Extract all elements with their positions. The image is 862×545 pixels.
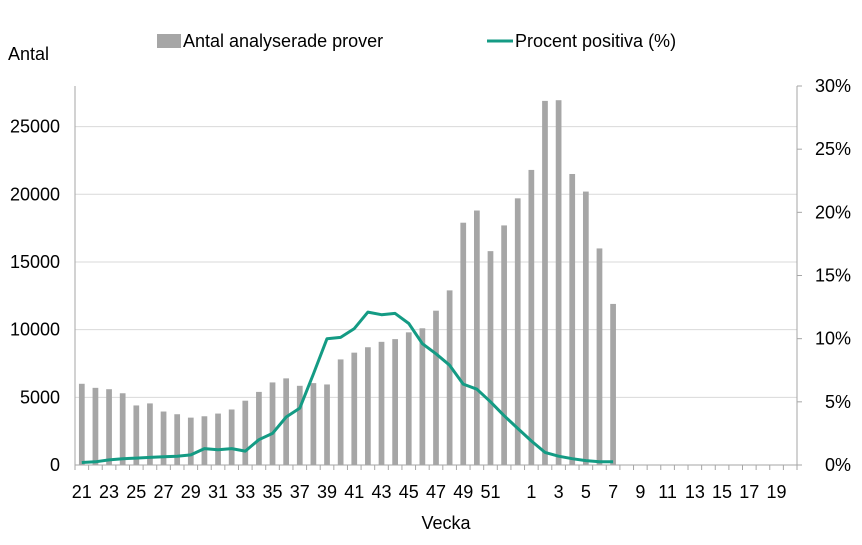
bar <box>147 403 153 465</box>
x-tick-label: 25 <box>126 482 146 502</box>
y-left-tick-label: 25000 <box>10 117 60 137</box>
y-left-tick-label: 20000 <box>10 184 60 204</box>
x-tick-label: 51 <box>480 482 500 502</box>
x-tick-label: 21 <box>72 482 92 502</box>
x-tick-label: 31 <box>208 482 228 502</box>
y-right-tick-label: 5% <box>825 392 851 412</box>
x-tick-label: 1 <box>526 482 536 502</box>
line-path <box>81 310 614 464</box>
bar <box>446 290 453 465</box>
legend-label-bars: Antal analyserade prover <box>183 31 383 51</box>
x-tick-label: 43 <box>371 482 391 502</box>
y-right-tick-label: 15% <box>815 266 851 286</box>
bar <box>378 341 385 465</box>
y-left-tick-label: 15000 <box>10 252 60 272</box>
bar <box>215 413 221 465</box>
bar <box>460 222 467 465</box>
x-tick-label: 13 <box>685 482 705 502</box>
y-left-tick-label: 5000 <box>20 387 60 407</box>
bar <box>582 191 589 466</box>
y-axis-left-ticks: 0 5000 10000 15000 20000 25000 <box>10 117 60 475</box>
x-tick-label: 7 <box>608 482 618 502</box>
bar <box>569 173 576 465</box>
y-right-tick-label: 20% <box>815 202 851 222</box>
gridlines <box>75 126 797 398</box>
bar <box>269 382 276 465</box>
x-tick-label: 49 <box>453 482 473 502</box>
bar <box>528 169 535 465</box>
bar <box>106 389 112 465</box>
bar <box>487 251 494 465</box>
x-tick-label: 47 <box>426 482 446 502</box>
y-right-tick-label: 10% <box>815 329 851 349</box>
x-tick-label: 23 <box>99 482 119 502</box>
bar <box>296 385 303 465</box>
y-axis-right-ticks: 0% 5% 10% 15% 20% 25% 30% <box>797 76 851 475</box>
bar <box>610 303 616 465</box>
x-tick-label: 15 <box>712 482 732 502</box>
bar <box>542 100 548 465</box>
bar <box>555 100 562 466</box>
y-right-tick-label: 30% <box>815 76 851 96</box>
bar <box>92 387 99 465</box>
bar <box>228 409 235 465</box>
bar <box>201 416 208 465</box>
y-left-tick-label: 10000 <box>10 320 60 340</box>
x-tick-label: 11 <box>658 482 677 502</box>
y-right-tick-label: 25% <box>815 139 851 159</box>
legend-label-line: Procent positiva (%) <box>515 31 676 51</box>
x-tick-label: 45 <box>399 482 419 502</box>
x-axis-label: Vecka <box>421 513 471 533</box>
bar <box>119 393 126 465</box>
bar <box>433 310 439 465</box>
x-tick-label: 35 <box>263 482 283 502</box>
line-series <box>81 310 614 464</box>
bar-series <box>78 100 616 466</box>
x-tick-label: 27 <box>154 482 174 502</box>
y-axis-left-label: Antal <box>8 44 49 64</box>
bar <box>514 198 521 465</box>
bar <box>310 383 317 465</box>
bar <box>256 391 262 465</box>
bar <box>337 359 344 465</box>
x-tick-label: 33 <box>235 482 255 502</box>
legend: Antal analyserade prover Procent positiv… <box>157 31 676 51</box>
x-tick-label: 19 <box>767 482 787 502</box>
x-axis-ticks: 21 23 25 27 29 31 33 35 37 39 41 43 45 47 49 51 1 3 5 7 9 11 1… <box>72 465 798 502</box>
bar <box>405 332 412 465</box>
bar <box>160 411 167 465</box>
bar <box>174 414 181 465</box>
x-tick-label: 9 <box>635 482 645 502</box>
bar <box>283 378 290 465</box>
bar <box>324 384 330 465</box>
bar <box>78 383 85 465</box>
bar <box>242 400 249 465</box>
bar <box>596 248 603 465</box>
x-tick-label: 29 <box>181 482 201 502</box>
y-right-tick-label: 0% <box>825 455 851 475</box>
x-tick-label: 3 <box>554 482 564 502</box>
bar <box>419 328 426 465</box>
x-tick-label: 39 <box>317 482 337 502</box>
bar <box>133 405 140 465</box>
bar <box>501 225 507 465</box>
y-left-tick-label: 0 <box>50 455 60 475</box>
x-tick-label: 17 <box>739 482 759 502</box>
bar <box>474 210 480 465</box>
x-tick-label: 41 <box>344 482 364 502</box>
x-tick-label: 5 <box>581 482 591 502</box>
bar <box>351 352 358 465</box>
bar <box>392 339 398 465</box>
x-tick-label: 37 <box>290 482 310 502</box>
bar <box>365 347 371 465</box>
bar <box>187 417 194 465</box>
legend-swatch-bars <box>157 34 181 48</box>
